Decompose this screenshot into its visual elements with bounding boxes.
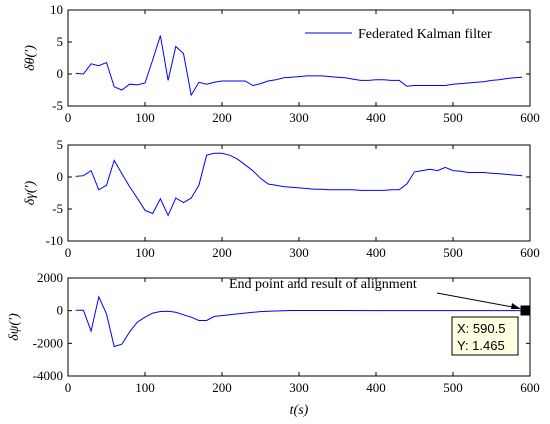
legend-entry: Federated Kalman filter xyxy=(358,27,492,42)
y-tick-label: -4000 xyxy=(33,368,63,383)
x-axis-label: t(s) xyxy=(290,403,309,418)
y-tick-label: -5 xyxy=(52,98,63,113)
x-tick-label: 300 xyxy=(289,245,309,260)
y-tick-label: 2000 xyxy=(37,270,63,285)
y-tick-label: 10 xyxy=(50,2,63,17)
y-tick-label: 0 xyxy=(57,66,64,81)
y-axis-label: δψ(′) xyxy=(7,313,22,341)
y-tick-labels: -4000 -2000 0 2000 xyxy=(33,270,530,383)
x-tick-label: 400 xyxy=(366,380,386,395)
x-tick-labels: 0 100 200 300 400 500 600 xyxy=(65,145,540,260)
y-tick-label: 0 xyxy=(57,169,64,184)
plot-area xyxy=(67,144,531,242)
x-tick-label: 600 xyxy=(520,110,540,125)
x-tick-label: 0 xyxy=(65,110,72,125)
plot-area xyxy=(67,9,531,107)
x-tick-label: 500 xyxy=(443,245,463,260)
y-tick-label: -5 xyxy=(52,201,63,216)
arrow-head-icon xyxy=(511,303,521,309)
y-tick-labels: -10 -5 0 5 xyxy=(46,137,530,248)
x-tick-label: 100 xyxy=(135,245,155,260)
y-axis-label: δγ(′) xyxy=(23,180,38,205)
x-tick-label: 600 xyxy=(520,380,540,395)
x-tick-label: 400 xyxy=(366,245,386,260)
y-tick-label: 5 xyxy=(57,137,64,152)
x-tick-label: 500 xyxy=(443,380,463,395)
datatip-box xyxy=(451,316,519,356)
y-tick-label: -2000 xyxy=(33,335,63,350)
end-point-marker[interactable] xyxy=(520,305,531,316)
x-tick-label: 400 xyxy=(366,110,386,125)
annotation-text: End point and result of alignment xyxy=(229,277,417,292)
x-tick-labels: 0 100 200 300 400 500 600 xyxy=(65,278,540,395)
x-tick-labels: 0 100 200 300 400 500 600 xyxy=(65,10,540,125)
y-tick-label: 5 xyxy=(57,34,64,49)
x-tick-label: 200 xyxy=(212,245,232,260)
legend: Federated Kalman filter xyxy=(305,27,492,42)
datatip-x: X: 590.5 xyxy=(457,321,505,336)
datatip-y: Y: 1.465 xyxy=(457,338,505,353)
series-line xyxy=(75,295,523,348)
series-line xyxy=(75,152,523,217)
panel-heading-error: 0 100 200 300 400 500 600 -4000 -2000 0 2000 δψ(′… xyxy=(7,270,540,418)
x-tick-label: 200 xyxy=(212,110,232,125)
x-tick-label: 200 xyxy=(212,380,232,395)
x-tick-label: 500 xyxy=(443,110,463,125)
datatip: X: 590.5 Y: 1.465 xyxy=(451,316,519,356)
x-tick-label: 300 xyxy=(289,110,309,125)
x-tick-label: 600 xyxy=(520,245,540,260)
series-line xyxy=(75,35,523,97)
y-tick-labels: -5 0 5 10 xyxy=(50,2,530,113)
x-tick-label: 100 xyxy=(135,110,155,125)
y-tick-label: -10 xyxy=(46,233,63,248)
x-tick-label: 100 xyxy=(135,380,155,395)
y-tick-label: 0 xyxy=(57,303,64,318)
x-tick-label: 0 xyxy=(65,245,72,260)
y-axis-label: δθ(′) xyxy=(23,45,38,71)
annotation-arrow xyxy=(436,292,519,309)
x-tick-label: 300 xyxy=(289,380,309,395)
x-tick-label: 0 xyxy=(65,380,72,395)
panel-roll-error: 0 100 200 300 400 500 600 -10 -5 0 5 δγ(′) xyxy=(23,137,540,260)
